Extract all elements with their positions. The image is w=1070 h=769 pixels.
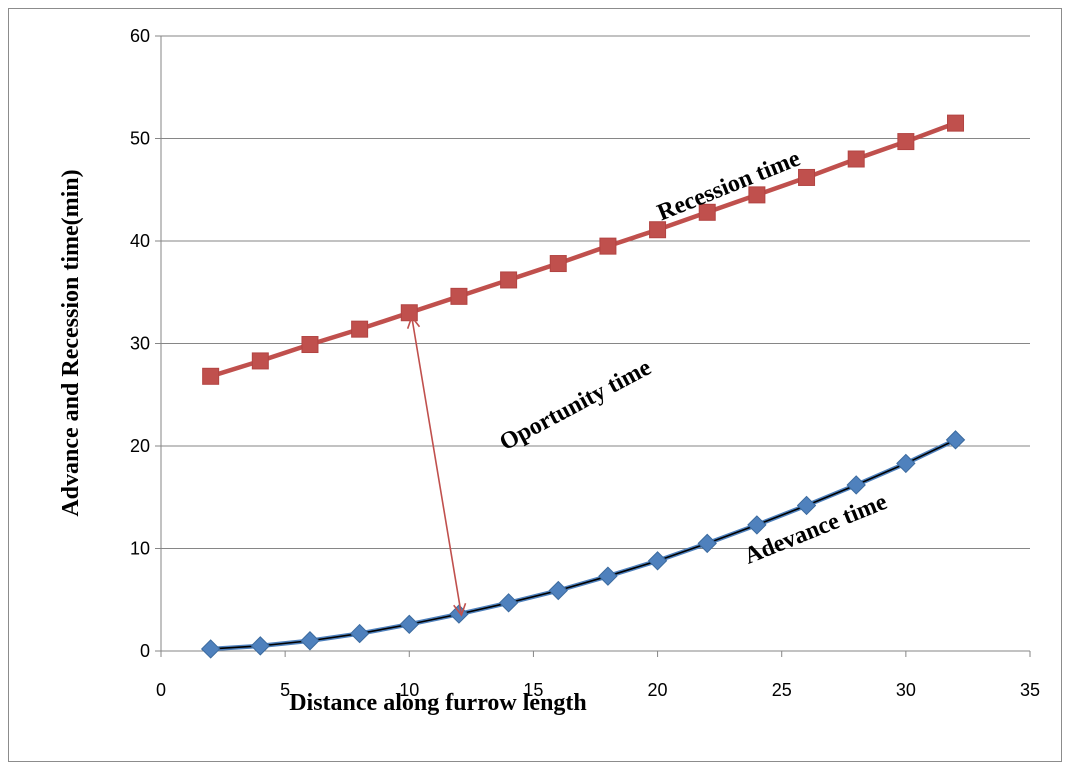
recession-line	[209, 121, 957, 379]
advance-point	[796, 495, 817, 516]
recession-point	[847, 150, 865, 168]
advance-point	[548, 580, 568, 601]
x-tick-label: 25	[772, 680, 792, 700]
recession-point	[500, 271, 518, 289]
advance-point	[598, 566, 618, 586]
advance-point	[449, 604, 469, 624]
recession-point	[947, 114, 965, 132]
x-tick-label: 15	[523, 680, 543, 700]
x-tick-label: 30	[896, 680, 916, 700]
advance-point	[945, 430, 966, 450]
y-tick-label: 40	[130, 231, 150, 251]
recession-point	[649, 221, 667, 239]
x-tick-label: 10	[399, 680, 419, 700]
advance-point	[647, 551, 668, 571]
y-tick-label: 0	[140, 641, 150, 661]
advance-point	[697, 533, 717, 554]
advance-point	[846, 475, 866, 495]
y-axis-title: Advance and Recession time(min)	[58, 169, 84, 516]
recession-point	[351, 320, 369, 338]
recession-point	[400, 304, 418, 322]
recession-point	[748, 186, 766, 204]
advance-point	[300, 631, 320, 651]
advance-point	[200, 639, 221, 659]
y-tick-label: 60	[130, 26, 150, 46]
recession-point	[897, 133, 915, 151]
advance-line	[210, 437, 957, 652]
y-tick-label: 10	[130, 539, 150, 559]
x-tick-label: 20	[648, 680, 668, 700]
recession-point	[301, 336, 319, 354]
opportunity-arrow	[406, 315, 467, 617]
y-tick-label: 20	[130, 436, 150, 456]
recession-point	[549, 255, 567, 273]
x-tick-label: 35	[1020, 680, 1040, 700]
advance-trendline	[210, 439, 956, 650]
recession-point	[251, 352, 269, 370]
recession-point	[798, 168, 816, 186]
chart-frame	[8, 8, 1062, 762]
recession-point	[599, 237, 617, 255]
recession-point	[450, 287, 468, 305]
advance-point	[747, 515, 767, 535]
advance-point	[896, 453, 916, 474]
x-tick-label: 5	[280, 680, 290, 700]
advance-point	[250, 636, 271, 656]
advance-point	[399, 614, 419, 635]
x-tick-label: 0	[156, 680, 166, 700]
y-tick-label: 30	[130, 334, 150, 354]
y-tick-label: 50	[130, 129, 150, 149]
advance-point	[349, 623, 370, 644]
x-axis-title: Distance along furrow length	[289, 690, 587, 716]
recession-point	[698, 203, 716, 221]
annotation-label: Oportunity time	[495, 354, 655, 456]
recession-point	[202, 367, 220, 385]
advance-point	[498, 593, 519, 613]
